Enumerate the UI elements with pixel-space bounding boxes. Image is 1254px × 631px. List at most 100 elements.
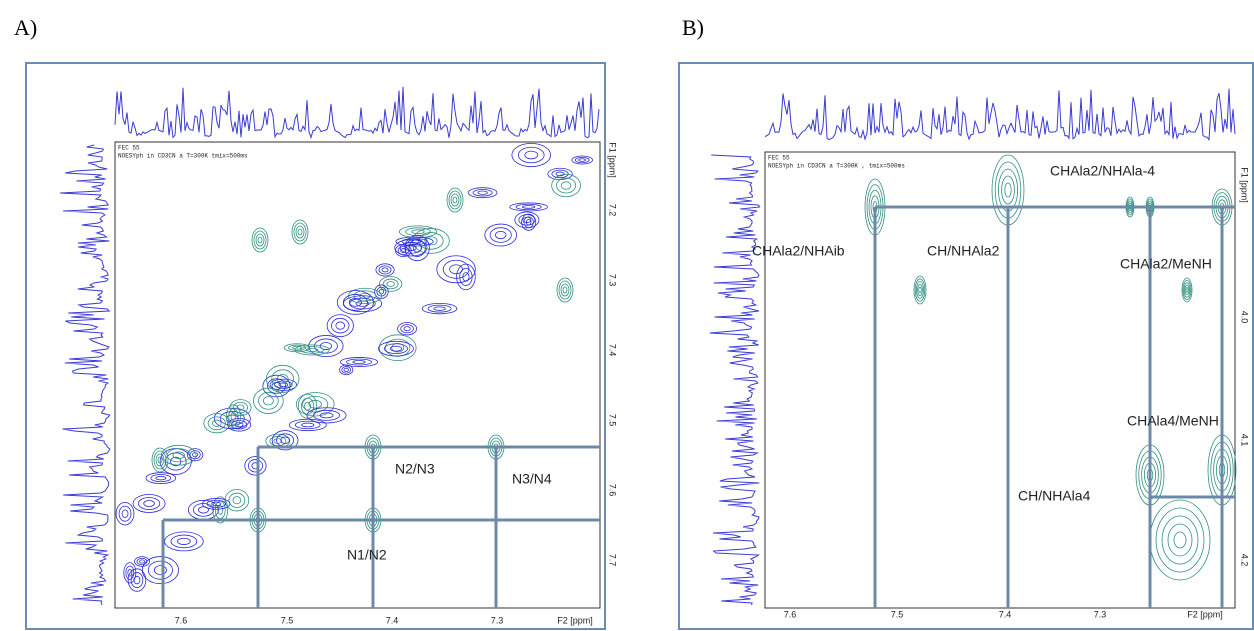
contour xyxy=(164,531,204,552)
contour xyxy=(138,497,161,510)
contour xyxy=(398,225,437,239)
contour xyxy=(280,436,290,444)
contour xyxy=(271,369,294,389)
y-tick-label: 7.7 xyxy=(608,554,618,567)
contour xyxy=(397,322,418,336)
contour xyxy=(522,216,532,223)
y-tick-label: 7.3 xyxy=(608,274,618,287)
contour xyxy=(511,142,552,168)
contour xyxy=(308,399,322,409)
contours xyxy=(115,142,593,592)
contour xyxy=(155,453,165,467)
contour xyxy=(560,181,572,190)
contour xyxy=(288,418,327,432)
contour xyxy=(306,407,347,424)
contour xyxy=(556,177,577,194)
projection-left xyxy=(709,154,761,606)
contour xyxy=(192,452,199,458)
contour xyxy=(212,496,229,524)
contour xyxy=(1004,182,1012,198)
contour xyxy=(258,391,279,410)
annotation: CHAla2/MeNH xyxy=(1120,256,1212,272)
contour xyxy=(556,277,574,303)
contour xyxy=(383,343,409,354)
contour xyxy=(244,456,267,476)
contour xyxy=(348,298,362,307)
header-line: FEC 55 xyxy=(118,145,140,152)
contour xyxy=(1182,279,1192,300)
contour xyxy=(127,568,133,577)
projection-left xyxy=(59,144,111,606)
y-axis-title: F1 [ppm] xyxy=(1240,167,1250,203)
contour xyxy=(551,173,581,198)
contour xyxy=(219,411,245,426)
header-line: NOESYph in CD3CN a T=300K , tmix=500ms xyxy=(768,163,905,170)
annotation: CHAla2/NHAib xyxy=(752,243,845,259)
contour xyxy=(153,450,167,470)
contour xyxy=(121,509,129,518)
contour xyxy=(269,378,297,391)
contour xyxy=(150,474,172,483)
contour xyxy=(352,360,366,364)
contour xyxy=(211,501,222,507)
contour xyxy=(263,396,274,406)
contour xyxy=(1185,287,1189,293)
header-line: FEC 55 xyxy=(768,155,790,162)
contour xyxy=(133,575,141,585)
x-tick-label: 7.6 xyxy=(175,615,188,625)
contour xyxy=(382,278,399,290)
contour xyxy=(571,155,593,165)
x-tick-label: 7.3 xyxy=(491,615,504,625)
annotation: CH/NHAla4 xyxy=(1018,488,1091,504)
y-tick-label: 7.4 xyxy=(608,344,618,357)
contour xyxy=(517,146,545,164)
contour xyxy=(276,373,289,384)
contour xyxy=(301,422,315,428)
contour xyxy=(265,364,300,393)
contour xyxy=(407,239,422,244)
contour xyxy=(395,244,412,258)
contour xyxy=(450,193,460,207)
contour xyxy=(395,236,434,247)
contour xyxy=(916,281,925,299)
panel-frame xyxy=(25,62,606,630)
contour xyxy=(412,243,422,253)
contour xyxy=(551,169,569,179)
x-tick-label: 7.5 xyxy=(891,609,904,619)
panel-a: A) FEC 55 NOESYph in CD3CN a T=300K tmix… xyxy=(14,15,618,630)
contour xyxy=(560,283,570,297)
contour xyxy=(331,317,350,334)
contour xyxy=(300,346,325,354)
contour xyxy=(452,196,458,204)
contour xyxy=(172,451,185,459)
contour xyxy=(467,187,498,199)
x-tick-label: 7.5 xyxy=(281,615,294,625)
contour xyxy=(913,275,927,305)
contour xyxy=(201,498,231,510)
contour xyxy=(448,190,462,210)
contour xyxy=(193,503,214,517)
contour xyxy=(418,232,444,250)
panel-b: B) FEC 55 NOESYph in CD3CN a T=300K , tm… xyxy=(678,15,1254,630)
panel-frame xyxy=(678,62,1254,630)
contour xyxy=(446,187,464,213)
contour xyxy=(203,413,231,434)
contour xyxy=(228,408,239,425)
annotation: N1/N2 xyxy=(347,547,387,563)
contour xyxy=(213,407,251,430)
contour xyxy=(267,378,286,394)
contour xyxy=(524,150,539,160)
x-tick-label: 7.6 xyxy=(784,609,797,619)
contour xyxy=(381,267,389,273)
contour xyxy=(291,219,309,245)
panel-label: B) xyxy=(682,15,704,40)
contour xyxy=(374,284,389,299)
projection-top xyxy=(114,86,600,140)
contour xyxy=(411,229,425,235)
contour xyxy=(319,412,334,419)
contour xyxy=(308,335,344,358)
contour xyxy=(134,556,150,567)
contour xyxy=(1173,531,1187,549)
contour xyxy=(378,340,414,357)
contour xyxy=(484,223,518,247)
